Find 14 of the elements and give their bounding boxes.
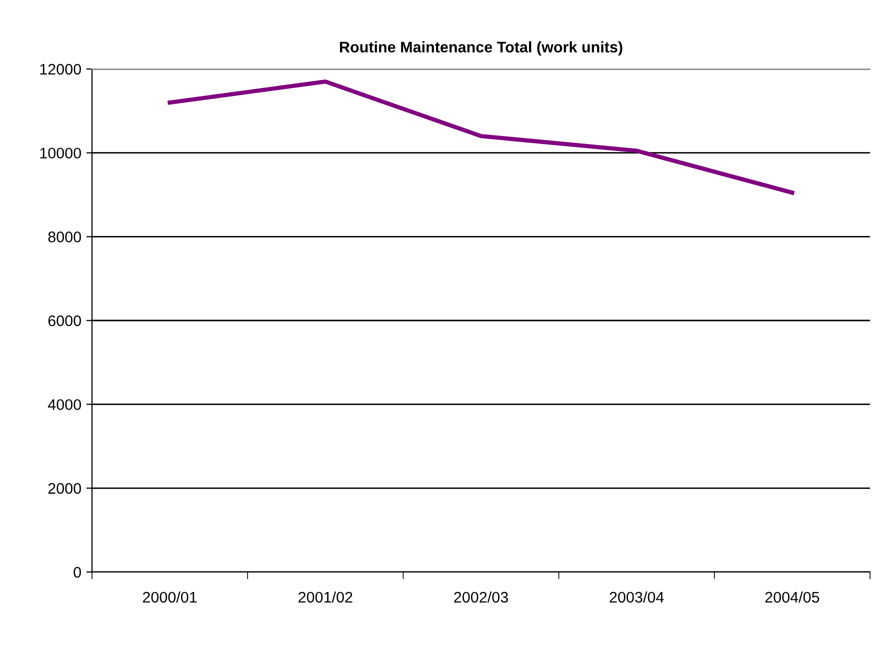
y-tick-label: 8000 [48, 232, 81, 242]
y-tick-label: 4000 [48, 399, 81, 410]
y-tick-label: 2000 [48, 483, 81, 494]
x-tick-label: 2002/03 [454, 591, 508, 603]
x-tick-label: 2004/05 [765, 591, 820, 603]
y-tick-label: 6000 [48, 315, 81, 326]
x-tick-label: 2000/01 [142, 591, 197, 603]
x-tick-label: 2003/04 [610, 591, 664, 603]
y-tick-label: 12000 [40, 64, 81, 75]
y-tick-label: 0 [74, 566, 81, 578]
line-series [168, 79, 794, 195]
y-tick-label: 10000 [40, 148, 81, 159]
chart-title: Routine Maintenance Total (work units) [340, 41, 622, 56]
x-tick-label: 2001/02 [298, 591, 352, 603]
